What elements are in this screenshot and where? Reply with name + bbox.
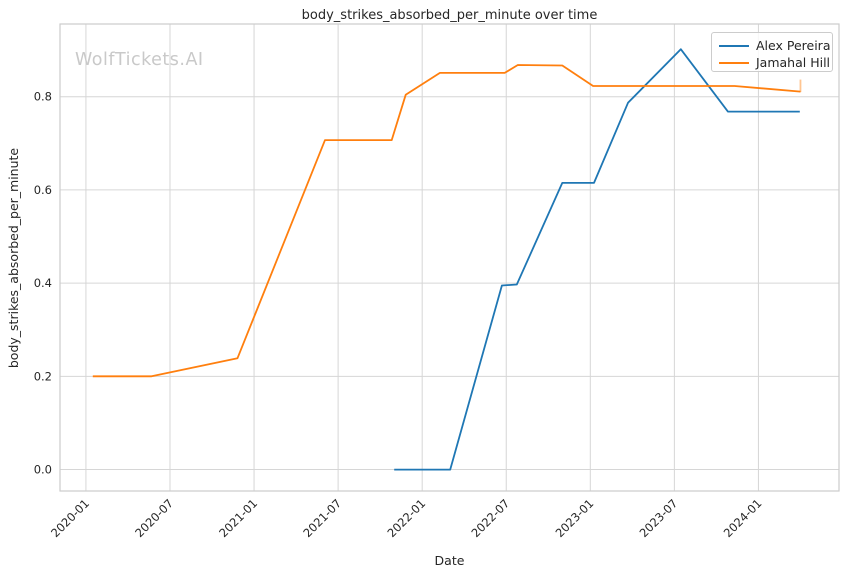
y-tick-label: 0.6 bbox=[34, 183, 52, 197]
watermark-text: WolfTickets.AI bbox=[75, 50, 204, 70]
legend-item-alex-pereira: Alex Pereira bbox=[719, 38, 832, 55]
x-tick-label: 2023-07 bbox=[637, 496, 681, 540]
x-tick-label: 2020-01 bbox=[48, 496, 92, 540]
y-tick-label: 0.8 bbox=[34, 90, 52, 104]
axes-spines bbox=[59, 23, 840, 492]
x-tick-label: 2021-07 bbox=[300, 496, 344, 540]
chart-title: body_strikes_absorbed_per_minute over ti… bbox=[301, 8, 598, 23]
series-line-alex-pereira bbox=[394, 48, 800, 471]
x-tick-label: 2024-01 bbox=[721, 496, 765, 540]
y-tick-label: 0.4 bbox=[34, 276, 52, 290]
legend-box: Alex Pereira Jamahal Hill bbox=[711, 32, 833, 72]
x-tick-label: 2020-07 bbox=[132, 496, 176, 540]
y-tick-label: 0.2 bbox=[34, 369, 52, 383]
y-tick-label: 0.0 bbox=[34, 463, 52, 477]
legend-line-swatch-orange bbox=[719, 61, 749, 64]
legend-item-jamahal-hill: Jamahal Hill bbox=[719, 55, 832, 72]
y-axis-label: body_strikes_absorbed_per_minute bbox=[6, 147, 21, 369]
x-tick-label: 2021-01 bbox=[216, 496, 260, 540]
series-line-jamahal-hill bbox=[92, 64, 801, 378]
x-tick-label: 2022-01 bbox=[384, 496, 428, 540]
x-tick-label: 2023-01 bbox=[553, 496, 597, 540]
legend-label: Alex Pereira bbox=[756, 38, 831, 54]
x-tick-label: 2022-07 bbox=[468, 496, 512, 540]
x-axis-label: Date bbox=[434, 553, 465, 568]
legend-line-swatch-blue bbox=[719, 45, 749, 48]
legend-label: Jamahal Hill bbox=[756, 54, 831, 70]
